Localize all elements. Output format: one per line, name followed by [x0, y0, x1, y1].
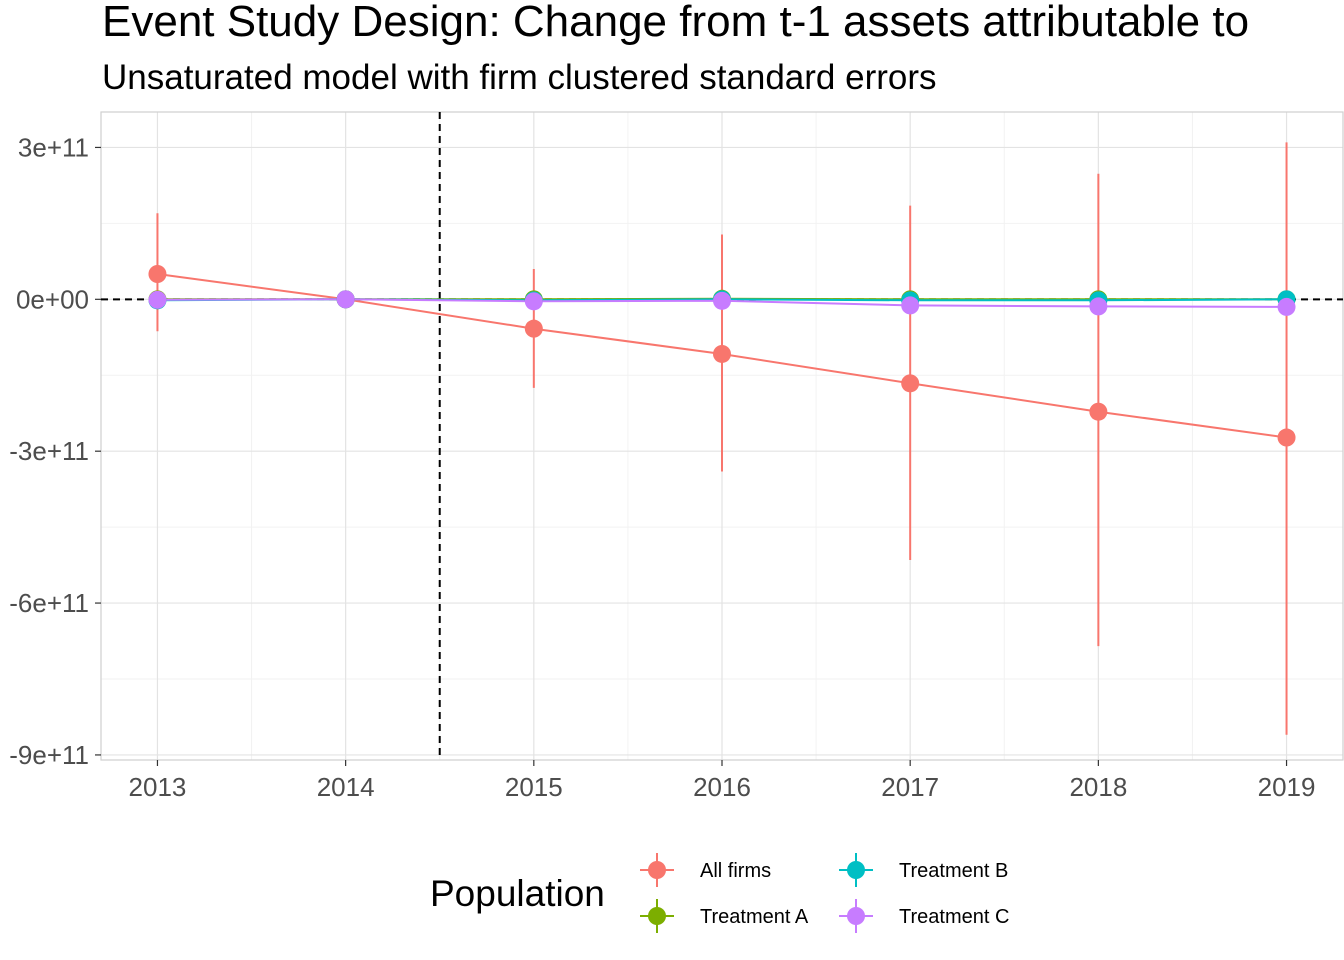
data-point-treatment-c — [713, 291, 731, 310]
y-tick-label: 0e+00 — [16, 284, 89, 314]
legend-title: Population — [430, 873, 605, 914]
data-point-all-firms — [524, 319, 543, 338]
x-tick-label: 2014 — [317, 772, 375, 802]
legend-item-all-firms[interactable]: All firms — [640, 853, 771, 887]
legend-item-treatment-b[interactable]: Treatment B — [839, 853, 1008, 887]
data-point-all-firms — [1089, 402, 1108, 421]
data-point-treatment-c — [524, 292, 543, 311]
legend-label: Treatment A — [700, 906, 809, 928]
legend[interactable]: Population All firms Treatment A Treatment … — [430, 853, 1009, 933]
legend-key-point — [847, 907, 865, 925]
data-points — [148, 265, 1296, 447]
data-point-treatment-c — [1089, 297, 1108, 316]
data-point-treatment-c — [336, 290, 355, 309]
legend-label: All firms — [700, 860, 771, 882]
chart-subtitle: Unsaturated model with firm clustered st… — [102, 58, 937, 97]
x-tick-label: 2018 — [1069, 772, 1127, 802]
data-point-all-firms — [713, 344, 731, 363]
y-tick-label: -6e+11 — [9, 588, 89, 618]
y-tick-label: 3e+11 — [18, 132, 89, 162]
x-tick-label: 2013 — [129, 772, 187, 802]
data-point-all-firms — [1277, 428, 1296, 447]
x-tick-label: 2016 — [693, 772, 751, 802]
y-tick-label: -9e+11 — [9, 740, 89, 770]
y-tick-label: -3e+11 — [9, 436, 89, 466]
legend-label: Treatment C — [899, 906, 1009, 928]
legend-item-treatment-a[interactable]: Treatment A — [640, 899, 809, 933]
legend-key-point — [648, 907, 666, 925]
axes: 2013 2014 2015 2016 2017 2018 2019 3e+11 0e+00 -3… — [9, 132, 1315, 802]
x-tick-label: 2019 — [1258, 772, 1316, 802]
x-tick-label: 2017 — [881, 772, 939, 802]
data-point-treatment-c — [148, 290, 167, 309]
data-point-treatment-c — [901, 296, 920, 315]
data-point-treatment-c — [1277, 297, 1296, 316]
legend-label: Treatment B — [899, 860, 1008, 882]
legend-key-point — [847, 861, 865, 879]
chart-title: Event Study Design: Change from t-1 asse… — [102, 0, 1250, 46]
x-tick-label: 2015 — [505, 772, 563, 802]
legend-item-treatment-c[interactable]: Treatment C — [839, 899, 1009, 933]
legend-key-point — [648, 861, 666, 879]
data-point-all-firms — [148, 265, 167, 283]
data-point-all-firms — [901, 374, 920, 393]
